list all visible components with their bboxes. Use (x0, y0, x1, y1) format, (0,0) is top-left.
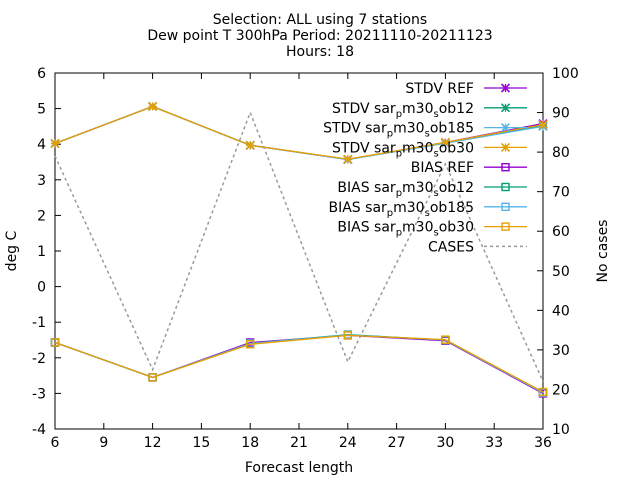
legend-entry: STDV sarpm30sob30 (332, 140, 527, 159)
x-tick-label: 21 (290, 435, 308, 451)
chart-title-line3: Hours: 18 (286, 44, 354, 60)
x-tick-label: 24 (339, 435, 357, 451)
legend-entry: STDV sarpm30sob185 (323, 121, 527, 140)
y2-tick-label: 50 (552, 264, 570, 280)
legend-entry: STDV sarpm30sob12 (332, 101, 527, 120)
y-tick-label: 0 (37, 280, 46, 296)
x-tick-label: 30 (436, 435, 454, 451)
x-tick-label: 27 (388, 435, 406, 451)
legend-entry: BIAS sarpm30sob185 (329, 200, 527, 219)
series-line (54, 105, 544, 160)
y-tick-label: 2 (37, 208, 46, 224)
legend-marker (500, 103, 511, 113)
y-tick-label: 3 (37, 173, 46, 189)
y2-tick-label: 30 (552, 343, 570, 359)
legend-marker (501, 202, 510, 212)
y-tick-label: -2 (32, 351, 46, 367)
legend-entry: STDV REF (405, 81, 527, 97)
series-line (54, 110, 544, 382)
x-tick-label: 18 (241, 435, 259, 451)
data-point (343, 154, 353, 164)
legend-entry: BIAS sarpm30sob12 (337, 180, 527, 199)
data-point (343, 331, 352, 340)
series-bias-sar-pm30-sob30 (50, 331, 548, 397)
legend-entry: BIAS REF (411, 160, 527, 176)
y2-tick-label: 60 (552, 224, 570, 240)
y2-tick-label: 70 (552, 185, 570, 201)
x-tick-label: 36 (534, 435, 552, 451)
y-tick-label: -1 (32, 315, 46, 331)
x-tick-label: 12 (144, 435, 162, 451)
series-bias-ref (50, 331, 548, 398)
data-point (440, 137, 450, 147)
data-point (538, 387, 548, 397)
legend-label: STDV sarpm30sob185 (323, 121, 474, 140)
y-tick-label: -4 (32, 422, 46, 438)
data-point (245, 140, 255, 150)
legend-label: STDV sarpm30sob30 (332, 140, 474, 159)
legend-entry: BIAS sarpm30sob30 (337, 220, 527, 239)
chart-title-line2: Dew point T 300hPa Period: 20211110-2021… (147, 28, 493, 44)
legend-label: CASES (428, 239, 474, 255)
legend-label: STDV REF (405, 81, 474, 97)
series-line (54, 334, 544, 393)
series-bias-sar-pm30-sob12 (50, 330, 548, 397)
legend-label: BIAS REF (411, 160, 474, 176)
series-stdv-sar-pm30-sob30 (50, 101, 548, 164)
y2-tick-label: 80 (552, 145, 570, 161)
series-line (54, 334, 544, 394)
x-axis-label: Forecast length (245, 460, 353, 476)
data-point (538, 120, 548, 130)
y2-tick-label: 10 (552, 422, 570, 438)
legend-marker (501, 222, 510, 231)
series-bias-sar-pm30-sob185 (50, 330, 548, 397)
x-tick-label: 6 (51, 435, 60, 451)
y-tick-label: 4 (37, 137, 46, 153)
data-point (441, 335, 450, 344)
legend-label: BIAS sarpm30sob30 (337, 220, 474, 239)
legend-marker (500, 83, 511, 93)
x-tick-label: 33 (485, 435, 503, 451)
data-point (148, 373, 157, 382)
y2-axis-label: No cases (595, 220, 611, 283)
y-tick-label: -3 (32, 386, 46, 402)
series-line (54, 334, 544, 393)
data-point (50, 138, 60, 149)
y2-tick-label: 90 (552, 106, 570, 122)
chart-title-line1: Selection: ALL using 7 stations (212, 12, 428, 28)
legend-label: BIAS sarpm30sob12 (337, 180, 474, 199)
legend-marker (501, 182, 510, 192)
y2-tick-label: 20 (552, 382, 570, 398)
legend-label: STDV sarpm30sob12 (332, 101, 474, 120)
x-tick-label: 9 (99, 435, 108, 451)
series-cases (54, 110, 544, 382)
y-axis-label: deg C (4, 230, 20, 271)
y-tick-label: 1 (37, 244, 46, 260)
y-tick-label: 5 (37, 102, 46, 118)
data-point (245, 340, 255, 349)
data-point (50, 338, 60, 347)
legend-marker (500, 123, 511, 133)
legend-label: BIAS sarpm30sob185 (329, 200, 475, 219)
legend-entry: CASES (428, 239, 527, 255)
x-tick-label: 15 (192, 435, 210, 451)
y2-tick-label: 40 (552, 303, 570, 319)
y-tick-label: 6 (37, 66, 46, 82)
legend-marker (501, 162, 510, 172)
legend-marker (500, 142, 511, 152)
series-line (54, 334, 544, 394)
y2-tick-label: 100 (552, 66, 579, 82)
data-point (148, 101, 158, 112)
